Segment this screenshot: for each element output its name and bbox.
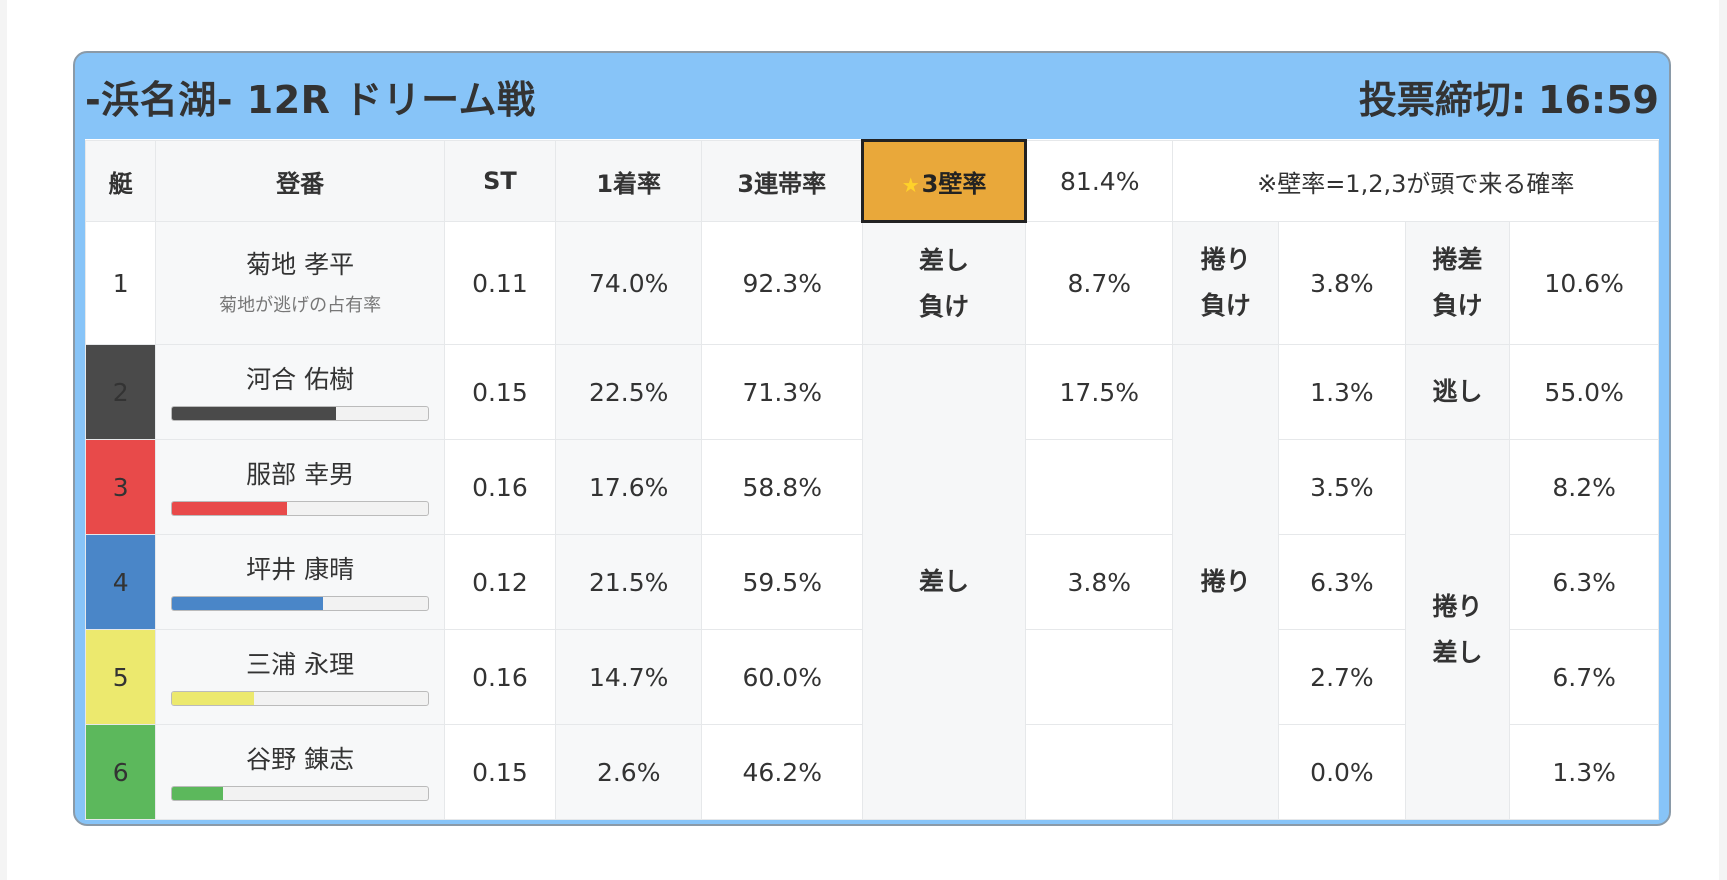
makurisashi-value: 8.2%: [1509, 439, 1659, 535]
race-header: -浜名湖- 12R ドリーム戦 投票締切: 16:59: [75, 53, 1669, 139]
first-rate-value: 21.5%: [554, 534, 703, 630]
makuri-value: 3.5%: [1278, 439, 1406, 535]
st-value: 0.15: [443, 344, 557, 440]
racer-name-cell: 菊地 孝平 菊地が逃げの占有率: [155, 221, 445, 345]
lane-number: 3: [84, 439, 157, 535]
race-table: 艇 登番 ST 1着率 3連帯率 ★3壁率 81.4% ※壁率=1,2,3が頭で…: [84, 139, 1659, 820]
st-value: 0.16: [443, 629, 557, 725]
table-row: 6 谷野 錬志 0.15 2.6% 46.2% 0.0% 1.3%: [84, 724, 1659, 820]
racer-name-cell: 河合 佑樹: [155, 344, 445, 440]
top3-rate-value: 92.3%: [701, 221, 864, 345]
first-rate-value: 74.0%: [554, 221, 703, 345]
wall3-value: 81.4%: [1024, 140, 1174, 222]
sashi-value: 17.5%: [1024, 344, 1174, 440]
race-card: -浜名湖- 12R ドリーム戦 投票締切: 16:59 艇 登番 ST 1着率 3…: [73, 51, 1671, 826]
racer-name[interactable]: 菊地 孝平: [246, 250, 355, 279]
sashi-value: [1024, 439, 1174, 535]
header-top3-rate: 3連帯率: [701, 140, 864, 222]
first-rate-value: 17.6%: [554, 439, 703, 535]
first-rate-value: 2.6%: [554, 724, 703, 820]
table-row: 3 服部 幸男 0.16 17.6% 58.8% 3.5% 捲り 差し 8.2%: [84, 439, 1659, 820]
rate-bar: [171, 690, 430, 706]
deadline-label: 投票締切:: [1358, 78, 1527, 122]
label-makurisashi-make: 捲差 負け: [1404, 221, 1511, 345]
lane-number: 2: [84, 344, 157, 440]
star-icon: ★: [901, 172, 920, 197]
lane-number: 1: [84, 221, 157, 345]
lane-number: 4: [84, 534, 157, 630]
rate-bar: [171, 500, 430, 516]
st-value: 0.12: [443, 534, 557, 630]
rate-bar-fill: [172, 406, 336, 420]
label-makuri-make: 捲り 負け: [1172, 221, 1280, 345]
sashi-value: [1024, 629, 1174, 725]
makurisashi-value: 1.3%: [1509, 724, 1659, 820]
top3-rate-value: 58.8%: [701, 439, 864, 535]
makuri-value: 1.3%: [1278, 344, 1406, 440]
top3-rate-value: 59.5%: [701, 534, 864, 630]
lane-number: 5: [84, 629, 157, 725]
racer-name[interactable]: 谷野 錬志: [246, 744, 355, 774]
deadline: 投票締切: 16:59: [1359, 69, 1659, 124]
racer-name[interactable]: 坪井 康晴: [246, 554, 355, 584]
rate-bar: [171, 595, 430, 611]
header-registry: 登番: [155, 140, 445, 222]
table-row: 2 河合 佑樹 0.15 22.5% 71.3% 差し 17.5% 捲り 1.3…: [84, 344, 1659, 820]
racer-name-cell: 坪井 康晴: [155, 534, 445, 630]
table-row: 5 三浦 永理 0.16 14.7% 60.0% 2.7% 6.7%: [84, 629, 1659, 725]
table-header-row: 艇 登番 ST 1着率 3連帯率 ★3壁率 81.4% ※壁率=1,2,3が頭で…: [84, 139, 1659, 223]
table-row: 1 菊地 孝平 菊地が逃げの占有率 0.11 74.0% 92.3% 差し 負け …: [84, 221, 1659, 345]
label-makuri-sashi: 捲り 差し: [1404, 439, 1511, 820]
racer-note: 菊地が逃げの占有率: [219, 295, 382, 316]
rate-bar: [171, 405, 430, 421]
label-sashi-make: 差し 負け: [862, 221, 1026, 345]
header-st: ST: [443, 140, 557, 222]
makurisashi-value: 6.7%: [1509, 629, 1659, 725]
page: -浜名湖- 12R ドリーム戦 投票締切: 16:59 艇 登番 ST 1着率 3…: [7, 0, 1719, 880]
wall-note: ※壁率=1,2,3が頭で来る確率: [1172, 140, 1659, 222]
makuri-value: 2.7%: [1278, 629, 1406, 725]
st-value: 0.15: [443, 724, 557, 820]
makurisashi-value: 55.0%: [1509, 344, 1659, 440]
st-value: 0.11: [443, 221, 557, 345]
table-row: 4 坪井 康晴 0.12 21.5% 59.5% 3.8% 6.3% 6.3%: [84, 534, 1659, 630]
sashi-value: 3.8%: [1024, 534, 1174, 630]
makurisashi-value: 6.3%: [1509, 534, 1659, 630]
makurisashi-value: 10.6%: [1509, 221, 1659, 345]
makuri-value: 6.3%: [1278, 534, 1406, 630]
racer-name[interactable]: 三浦 永理: [246, 649, 355, 679]
first-rate-value: 22.5%: [554, 344, 703, 440]
sashi-value: [1024, 724, 1174, 820]
racer-name-cell: 三浦 永理: [155, 629, 445, 725]
race-title: -浜名湖- 12R ドリーム戦: [85, 78, 536, 122]
header-first-rate: 1着率: [554, 140, 703, 222]
makuri-value: 3.8%: [1278, 221, 1406, 345]
first-rate-value: 14.7%: [554, 629, 703, 725]
racer-name-cell: 服部 幸男: [155, 439, 445, 535]
racer-name[interactable]: 服部 幸男: [246, 459, 355, 489]
top3-rate-value: 46.2%: [701, 724, 864, 820]
rate-bar-fill: [172, 786, 224, 800]
top3-rate-value: 71.3%: [701, 344, 864, 440]
rate-bar: [171, 785, 430, 801]
lane-number: 6: [84, 724, 157, 820]
st-value: 0.16: [443, 439, 557, 535]
label-makuri: 捲り: [1172, 344, 1280, 820]
wall3-badge[interactable]: ★3壁率: [861, 139, 1027, 223]
rate-bar-fill: [172, 596, 324, 610]
label-nige: 逃し: [1404, 344, 1511, 440]
makuri-value: 0.0%: [1278, 724, 1406, 820]
rate-bar-fill: [172, 691, 255, 705]
rate-bar-fill: [172, 501, 288, 515]
sashi-value: 8.7%: [1024, 221, 1174, 345]
racer-name-cell: 谷野 錬志: [155, 724, 445, 820]
top3-rate-value: 60.0%: [701, 629, 864, 725]
header-boat: 艇: [84, 140, 157, 222]
racer-name[interactable]: 河合 佑樹: [246, 364, 355, 394]
wall3-label: 3壁率: [921, 169, 987, 198]
label-sashi: 差し: [862, 344, 1026, 820]
deadline-time: 16:59: [1538, 78, 1659, 122]
